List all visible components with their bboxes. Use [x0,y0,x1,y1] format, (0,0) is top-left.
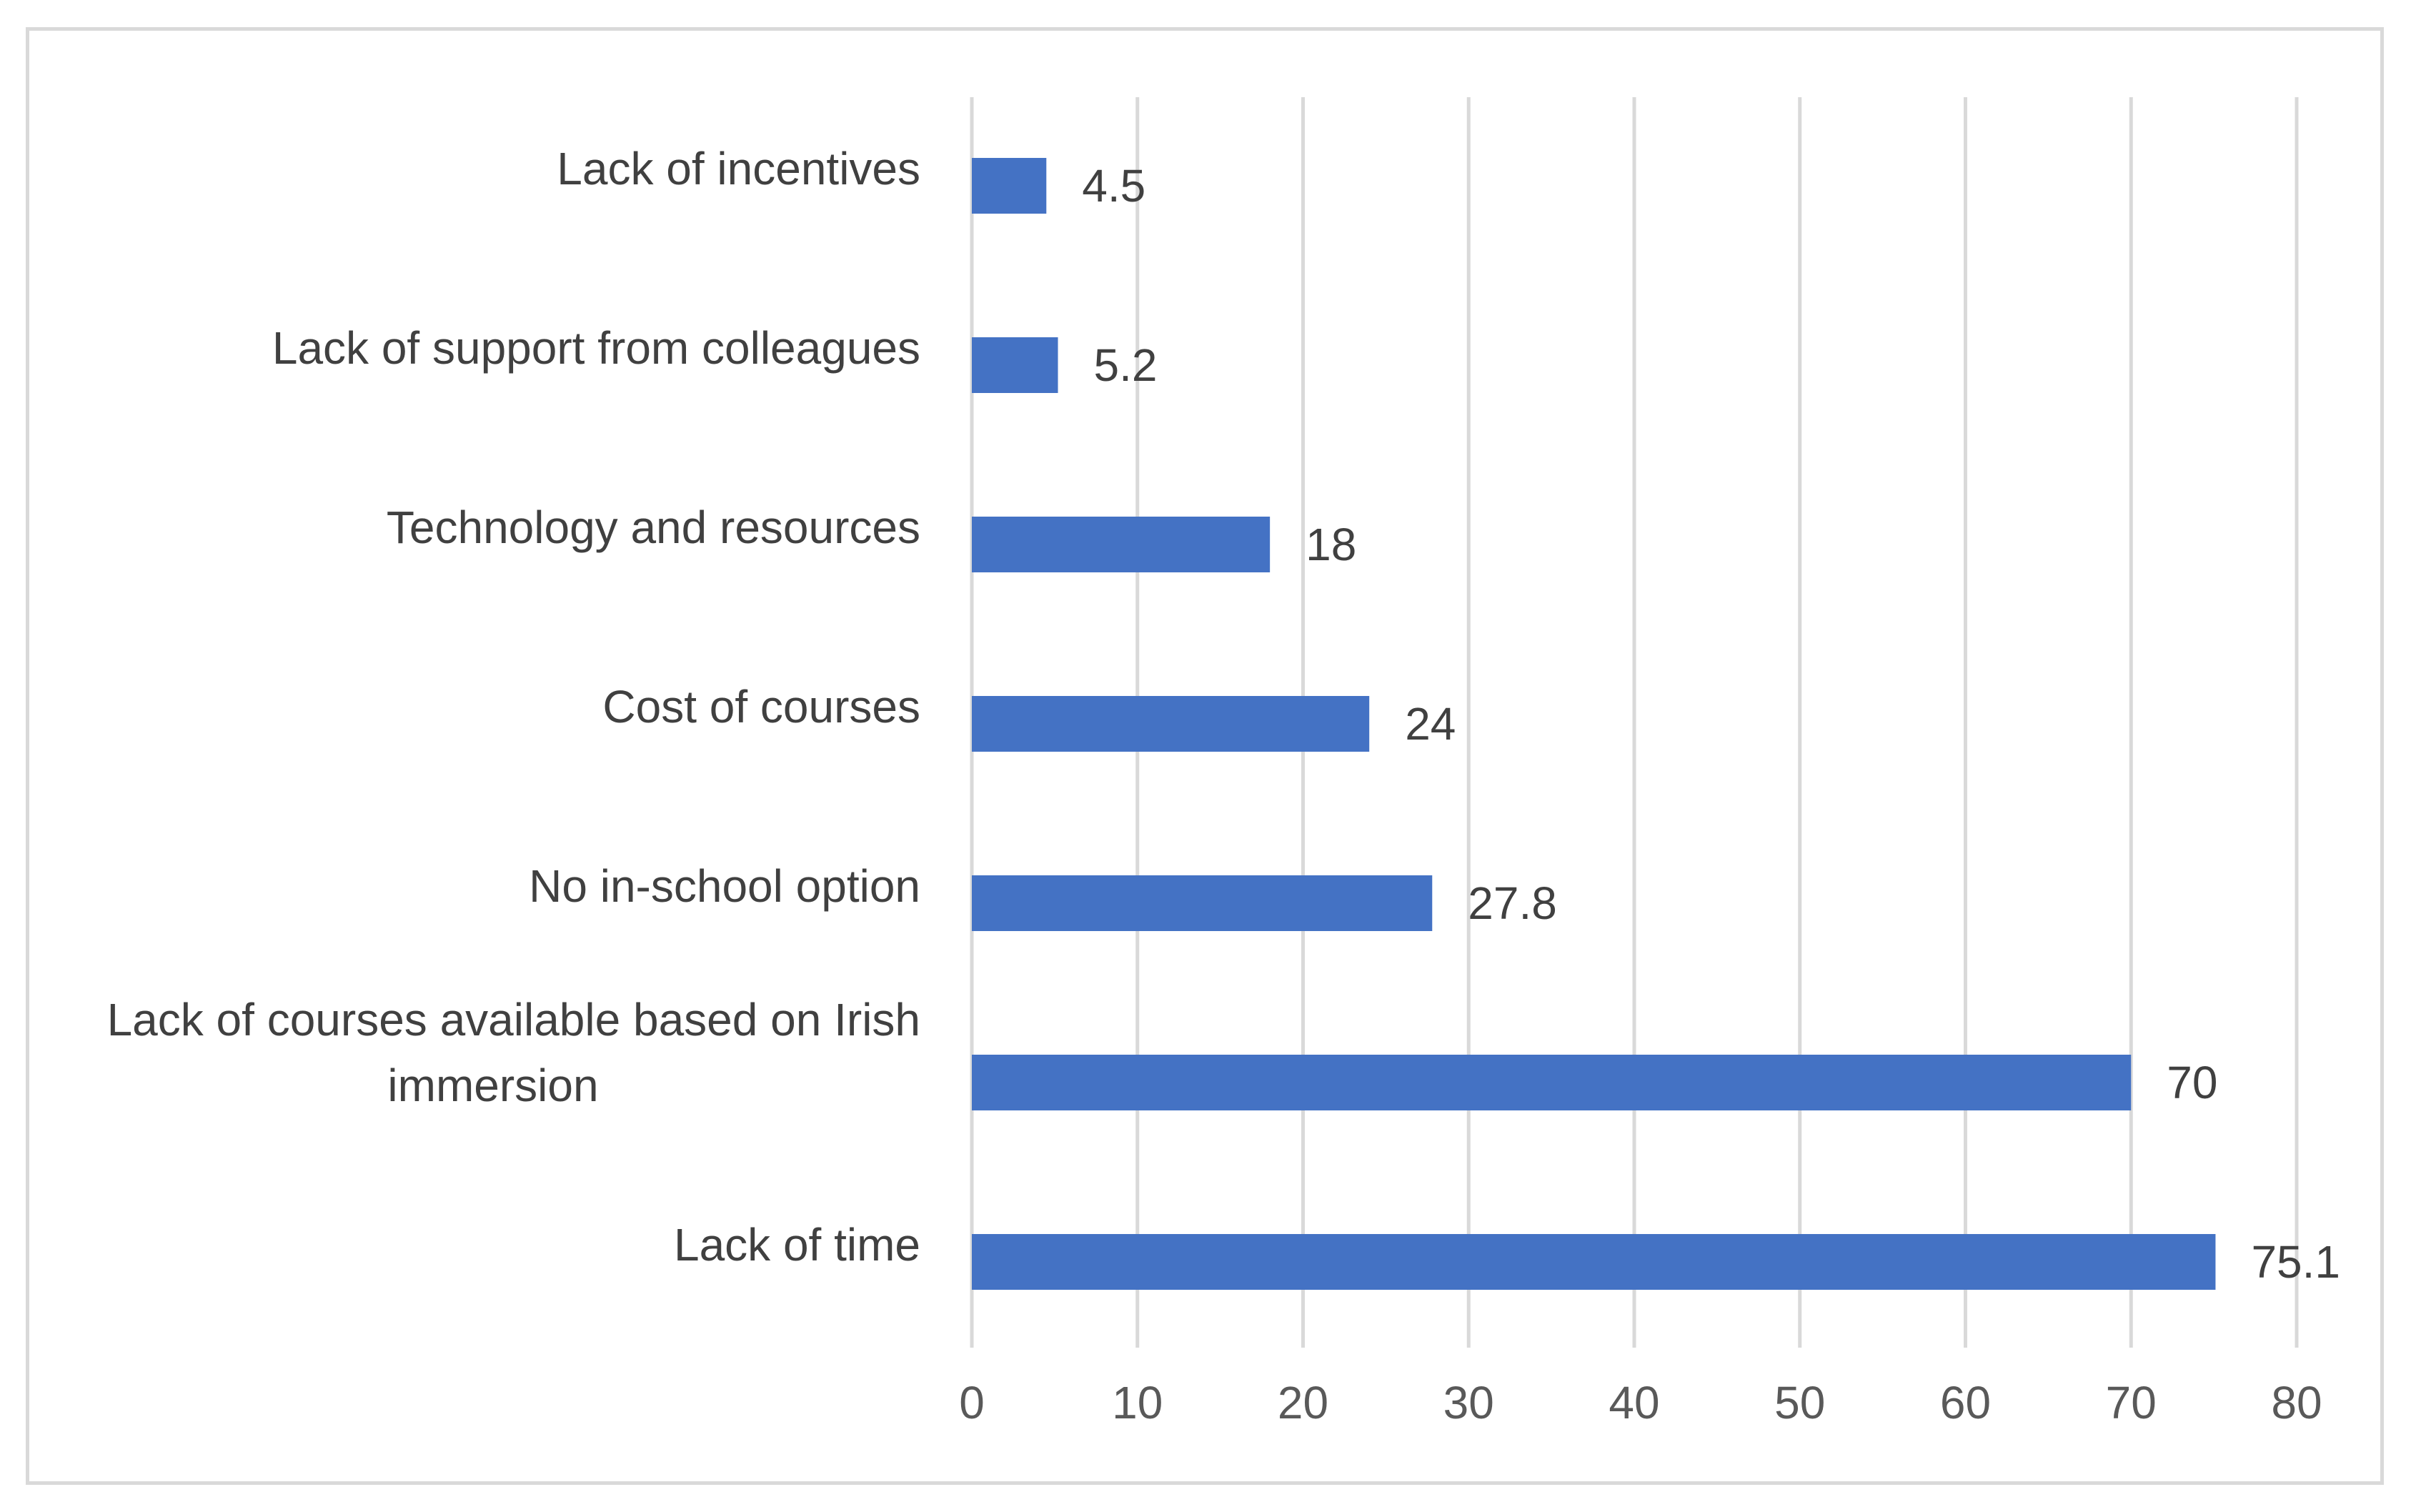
category-label-line: Lack of courses available based on Irish [107,994,920,1045]
bar-6 [972,1234,2216,1290]
x-tick-label: 50 [1774,1377,1825,1428]
value-label: 75.1 [2251,1236,2340,1288]
category-label: Lack of support from colleagues [272,322,920,374]
bar-4 [972,875,1433,931]
category-label: Lack of incentives [557,143,920,194]
bar-0 [972,158,1047,214]
value-label: 27.8 [1468,877,1557,929]
category-label-line: immersion [387,1060,598,1111]
category-label: Lack of time [674,1219,920,1270]
x-tick-label: 70 [2106,1377,2157,1428]
x-tick-label: 20 [1278,1377,1328,1428]
category-label: Cost of courses [602,681,920,732]
x-tick-label: 40 [1609,1377,1659,1428]
x-tick-label: 60 [1940,1377,1991,1428]
category-label: No in-school option [529,860,920,912]
value-label: 18 [1306,519,1356,570]
bar-1 [972,337,1058,393]
bar-5 [972,1055,2132,1110]
value-label: 4.5 [1082,160,1145,212]
x-tick-label: 80 [2271,1377,2322,1428]
value-label: 70 [2167,1057,2217,1108]
bar-2 [972,517,1271,572]
category-label: Technology and resources [387,502,920,553]
bar-3 [972,696,1370,752]
x-tick-label: 10 [1112,1377,1163,1428]
x-tick-label: 0 [959,1377,985,1428]
value-label: 24 [1405,698,1456,750]
x-tick-label: 30 [1443,1377,1494,1428]
value-label: 5.2 [1094,339,1158,391]
